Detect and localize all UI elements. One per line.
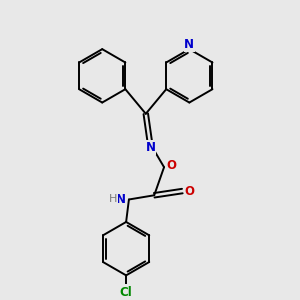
Text: N: N bbox=[146, 141, 156, 154]
Text: O: O bbox=[184, 184, 194, 198]
Text: N: N bbox=[184, 38, 194, 51]
Text: N: N bbox=[116, 193, 126, 206]
Text: Cl: Cl bbox=[120, 286, 133, 299]
Text: O: O bbox=[166, 159, 176, 172]
Text: H: H bbox=[109, 194, 117, 205]
